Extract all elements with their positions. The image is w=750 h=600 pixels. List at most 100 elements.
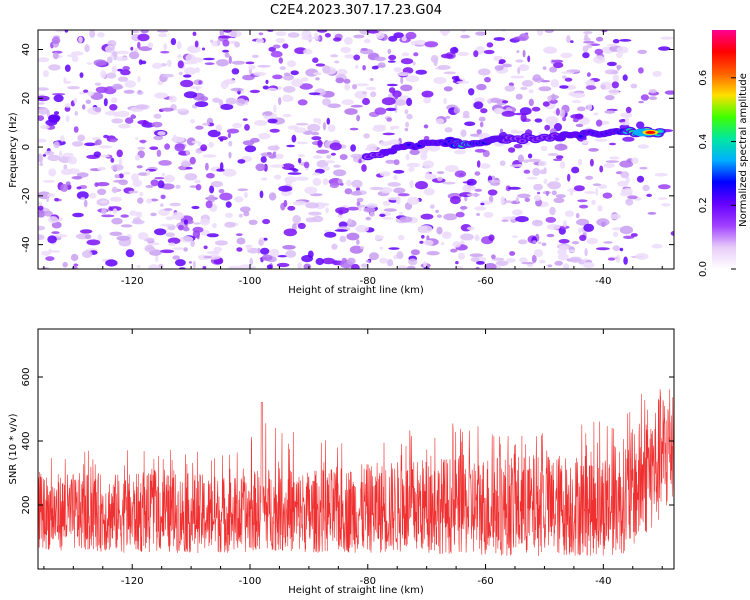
heatmap-cell bbox=[409, 149, 420, 156]
heatmap-cell bbox=[546, 224, 561, 230]
heatmap-cell bbox=[383, 208, 397, 212]
heatmap-cell bbox=[322, 122, 327, 131]
heatmap-cell bbox=[124, 80, 136, 88]
snr-panel: -120 -100 -80 -60 -40 200 400 600 Height of str… bbox=[8, 328, 675, 596]
heatmap-cell bbox=[346, 179, 352, 187]
heatmap-cell bbox=[534, 118, 543, 123]
heatmap-cell bbox=[449, 47, 459, 54]
heatmap-cell bbox=[538, 86, 552, 92]
heatmap-cell bbox=[612, 245, 620, 252]
heatmap-cell bbox=[118, 158, 123, 166]
heatmap-cell bbox=[207, 254, 221, 260]
heatmap-cell bbox=[80, 229, 93, 234]
heatmap-cell bbox=[583, 37, 591, 42]
heatmap-cell bbox=[545, 216, 557, 223]
heatmap-cell bbox=[559, 85, 569, 89]
heatmap-cell bbox=[511, 209, 523, 216]
heatmap-cell bbox=[546, 233, 555, 238]
heatmap-cell bbox=[292, 215, 302, 224]
heatmap-cell bbox=[156, 149, 162, 157]
heatmap-cell bbox=[141, 60, 147, 65]
heatmap-cell bbox=[269, 248, 280, 257]
heatmap-cell bbox=[587, 103, 593, 111]
heatmap-cell bbox=[571, 92, 586, 98]
heatmap-cell bbox=[539, 259, 546, 264]
heatmap-cell bbox=[266, 87, 278, 91]
heatmap-cell bbox=[408, 166, 415, 172]
heatmap-cell bbox=[222, 30, 233, 33]
heatmap-cell bbox=[117, 76, 129, 82]
heatmap-cell bbox=[356, 114, 360, 122]
heatmap-cell bbox=[206, 233, 219, 238]
heatmap-cell bbox=[474, 148, 486, 153]
heatmap-cell bbox=[405, 75, 420, 83]
heatmap-cell bbox=[362, 65, 366, 71]
heatmap-cell bbox=[112, 208, 118, 215]
heatmap-cell bbox=[422, 160, 434, 169]
heatmap-cell bbox=[661, 203, 671, 207]
heatmap-cell bbox=[456, 81, 470, 84]
heatmap-cell bbox=[164, 174, 175, 183]
heatmap-cell bbox=[654, 172, 668, 177]
heatmap-cell bbox=[606, 61, 617, 67]
heatmap-cell bbox=[413, 52, 419, 57]
heatmap-cell bbox=[602, 192, 613, 199]
heatmap-cell bbox=[134, 154, 141, 161]
heatmap-cell bbox=[282, 43, 289, 49]
heatmap-cell bbox=[433, 76, 447, 85]
heatmap-cell bbox=[508, 82, 514, 87]
heatmap-cell bbox=[218, 35, 233, 39]
heatmap-cell bbox=[183, 61, 198, 65]
heatmap-cell bbox=[623, 235, 635, 239]
heatmap-cell bbox=[147, 42, 154, 49]
heatmap-cell bbox=[443, 97, 447, 105]
heatmap-cell bbox=[178, 224, 184, 231]
heatmap-cell bbox=[480, 108, 488, 114]
heatmap-cell bbox=[346, 257, 356, 265]
heatmap-cell bbox=[231, 68, 240, 75]
heatmap-cell bbox=[325, 207, 329, 214]
heatmap-cell bbox=[591, 199, 596, 205]
heatmap-cell bbox=[600, 84, 606, 90]
heatmap-cell bbox=[278, 185, 293, 192]
heatmap-cell bbox=[474, 171, 481, 176]
heatmap-cell bbox=[155, 255, 159, 262]
heatmap-cell bbox=[185, 149, 190, 155]
heatmap-cell bbox=[473, 50, 479, 58]
heatmap-cell bbox=[322, 65, 331, 74]
heatmap-cell bbox=[532, 167, 541, 176]
heatmap-cell bbox=[315, 257, 325, 266]
heatmap-cell bbox=[161, 172, 166, 177]
heatmap-cell bbox=[324, 33, 331, 38]
heatmap-cell bbox=[322, 165, 330, 171]
heatmap-cell bbox=[595, 187, 599, 196]
heatmap-cell bbox=[222, 168, 237, 177]
heatmap-cell bbox=[458, 252, 465, 260]
heatmap-cell bbox=[257, 64, 271, 68]
heatmap-cell bbox=[630, 83, 638, 89]
heatmap-cell bbox=[554, 143, 568, 151]
heatmap-cell bbox=[519, 64, 526, 71]
heatmap-cell bbox=[303, 161, 310, 169]
heatmap-cell bbox=[111, 65, 117, 74]
heatmap-cell bbox=[596, 36, 604, 42]
heatmap-cell bbox=[455, 266, 464, 269]
heatmap-cell bbox=[514, 130, 525, 134]
heatmap-cell bbox=[509, 164, 522, 168]
heatmap-cell bbox=[569, 191, 573, 196]
heatmap-cell bbox=[544, 124, 551, 131]
heatmap-cell bbox=[334, 229, 348, 232]
heatmap-cell bbox=[315, 77, 320, 81]
heatmap-cell bbox=[180, 161, 192, 168]
heatmap-cell bbox=[47, 193, 56, 198]
heatmap-cell bbox=[517, 154, 525, 163]
heatmap-cell bbox=[388, 247, 400, 250]
heatmap-cell bbox=[362, 91, 367, 95]
heatmap-cell bbox=[219, 192, 233, 201]
heatmap-cell bbox=[52, 52, 59, 60]
heatmap-cell bbox=[423, 188, 435, 196]
heatmap-cell bbox=[454, 170, 467, 178]
heatmap-cell bbox=[504, 85, 516, 92]
heatmap-cell bbox=[224, 212, 233, 218]
